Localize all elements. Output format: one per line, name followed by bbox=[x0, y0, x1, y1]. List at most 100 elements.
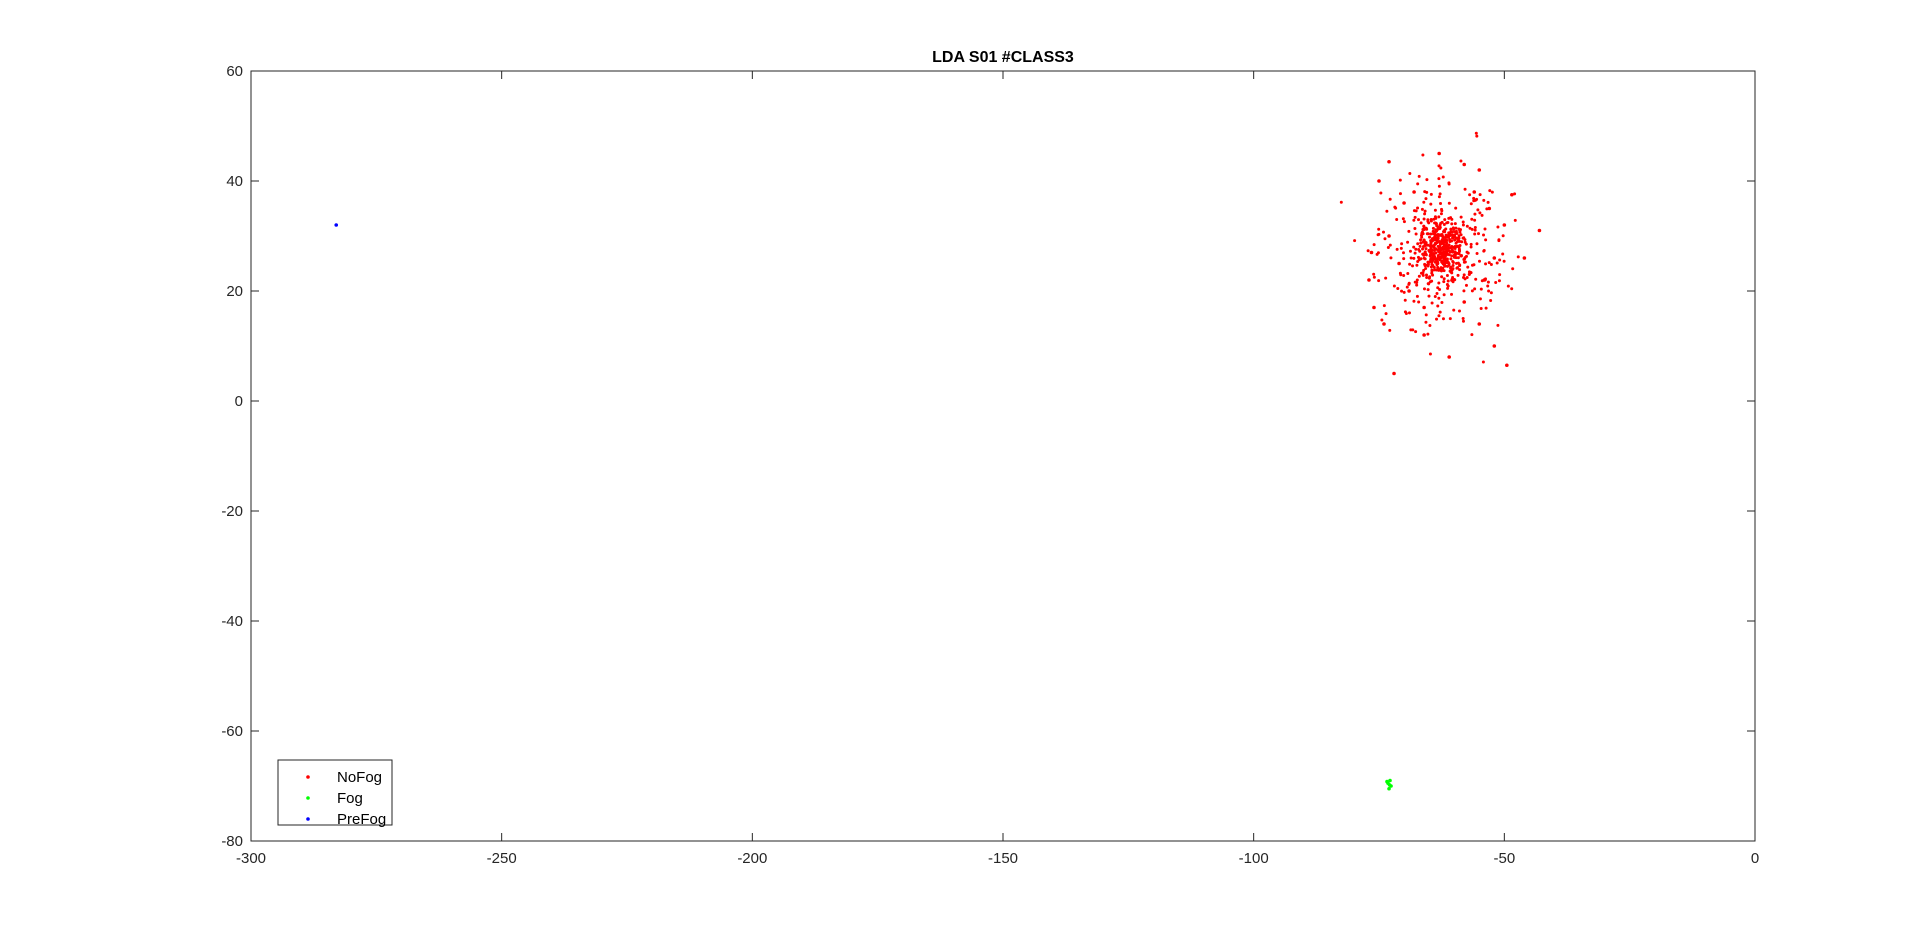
point-nofog bbox=[1388, 197, 1392, 201]
point-nofog bbox=[1423, 264, 1427, 268]
point-nofog bbox=[1473, 228, 1477, 232]
point-nofog bbox=[1513, 218, 1517, 222]
point-nofog bbox=[1438, 287, 1442, 291]
point-nofog bbox=[1417, 300, 1421, 304]
point-nofog bbox=[1437, 281, 1441, 285]
point-nofog bbox=[1456, 273, 1460, 277]
point-nofog bbox=[1429, 240, 1433, 244]
point-prefog bbox=[334, 223, 339, 227]
point-nofog bbox=[1424, 320, 1428, 324]
point-nofog bbox=[1377, 227, 1381, 231]
point-nofog bbox=[1475, 251, 1479, 255]
point-nofog bbox=[1441, 317, 1445, 321]
point-nofog bbox=[1484, 306, 1488, 310]
point-nofog bbox=[1498, 273, 1502, 277]
point-nofog bbox=[1433, 208, 1437, 212]
point-fog bbox=[1388, 778, 1392, 783]
point-nofog bbox=[1446, 279, 1450, 283]
point-nofog bbox=[1494, 281, 1498, 285]
point-nofog bbox=[1398, 178, 1402, 182]
point-nofog bbox=[1424, 313, 1428, 317]
point-nofog bbox=[1402, 201, 1406, 205]
x-tick-label: -250 bbox=[487, 850, 517, 867]
point-nofog bbox=[1376, 251, 1380, 255]
point-nofog bbox=[1451, 276, 1455, 280]
point-nofog bbox=[1433, 221, 1437, 225]
point-nofog bbox=[1457, 309, 1461, 313]
point-nofog bbox=[1438, 242, 1442, 246]
point-nofog bbox=[1412, 190, 1416, 194]
point-nofog bbox=[1429, 192, 1433, 196]
point-nofog bbox=[1464, 242, 1468, 246]
point-nofog bbox=[1440, 234, 1444, 238]
point-nofog bbox=[1433, 294, 1437, 298]
point-nofog bbox=[1416, 182, 1420, 186]
point-nofog bbox=[1449, 257, 1453, 261]
point-nofog bbox=[1387, 159, 1391, 164]
point-nofog bbox=[1385, 209, 1389, 213]
point-nofog bbox=[1411, 264, 1415, 268]
point-nofog bbox=[1488, 189, 1492, 193]
point-nofog bbox=[1473, 218, 1477, 222]
point-nofog bbox=[1475, 242, 1479, 246]
point-nofog bbox=[1428, 352, 1432, 356]
point-nofog bbox=[1437, 184, 1441, 188]
point-nofog bbox=[1487, 289, 1491, 293]
point-nofog bbox=[1505, 363, 1509, 368]
y-tick-label: -40 bbox=[221, 613, 243, 630]
point-nofog bbox=[1451, 267, 1455, 271]
point-nofog bbox=[1468, 193, 1472, 197]
point-nofog bbox=[1409, 256, 1413, 260]
point-nofog bbox=[1422, 225, 1426, 229]
point-nofog bbox=[1457, 247, 1461, 251]
point-nofog bbox=[1448, 233, 1452, 237]
point-nofog bbox=[1481, 360, 1485, 364]
point-nofog bbox=[1431, 264, 1435, 268]
point-nofog bbox=[1384, 276, 1388, 280]
point-nofog bbox=[1427, 294, 1431, 298]
point-nofog bbox=[1428, 235, 1432, 239]
point-nofog bbox=[1479, 287, 1483, 291]
point-nofog bbox=[1384, 312, 1388, 316]
point-nofog bbox=[1487, 206, 1492, 211]
point-nofog bbox=[1381, 230, 1385, 234]
point-nofog bbox=[1407, 281, 1411, 285]
point-nofog bbox=[1430, 301, 1434, 305]
point-nofog bbox=[1450, 254, 1454, 258]
point-nofog bbox=[1438, 192, 1442, 196]
point-nofog bbox=[1454, 226, 1458, 230]
point-nofog bbox=[1470, 217, 1474, 221]
point-nofog bbox=[1438, 258, 1442, 262]
point-nofog bbox=[1477, 322, 1482, 326]
point-nofog bbox=[1421, 273, 1425, 277]
point-nofog bbox=[1366, 249, 1370, 253]
point-nofog bbox=[1472, 199, 1476, 203]
point-nofog bbox=[1465, 224, 1469, 228]
point-nofog bbox=[1456, 256, 1460, 260]
series-nofog bbox=[1339, 131, 1542, 376]
point-nofog bbox=[1454, 206, 1458, 210]
point-nofog bbox=[1444, 235, 1448, 239]
point-nofog bbox=[1440, 300, 1444, 304]
point-nofog bbox=[1372, 243, 1376, 247]
point-nofog bbox=[1482, 278, 1487, 282]
point-nofog bbox=[1439, 212, 1443, 216]
point-nofog bbox=[1420, 207, 1424, 211]
legend-label-prefog: PreFog bbox=[337, 811, 386, 828]
point-nofog bbox=[1417, 274, 1421, 278]
point-nofog bbox=[1388, 243, 1392, 247]
legend-marker-nofog bbox=[306, 775, 310, 779]
point-nofog bbox=[1408, 249, 1412, 253]
y-tick-label: 60 bbox=[226, 63, 243, 80]
point-nofog bbox=[1477, 168, 1482, 172]
y-tick-label: 0 bbox=[235, 393, 243, 410]
point-fog bbox=[1387, 783, 1392, 787]
x-tick-label: -300 bbox=[236, 850, 266, 867]
point-nofog bbox=[1458, 239, 1462, 243]
point-nofog bbox=[1412, 245, 1416, 249]
point-nofog bbox=[1437, 177, 1441, 181]
point-nofog bbox=[1447, 263, 1451, 267]
point-nofog bbox=[1470, 227, 1474, 231]
point-nofog bbox=[1437, 233, 1441, 237]
point-nofog bbox=[1401, 217, 1405, 221]
